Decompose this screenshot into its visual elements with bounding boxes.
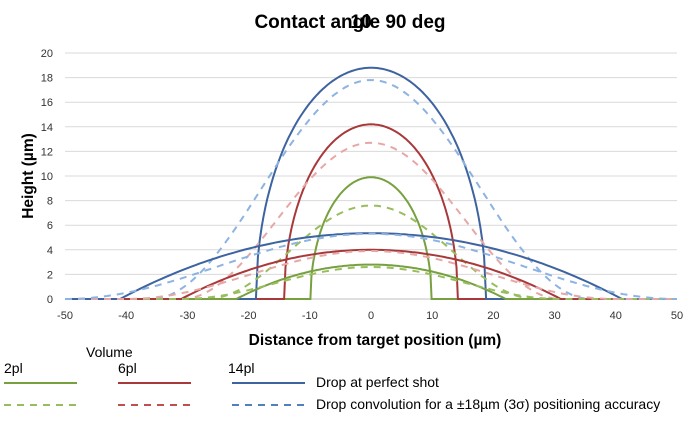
x-tick-label: -20 (241, 310, 257, 322)
series-line-6pl-dashed (65, 250, 677, 300)
legend-volume-2pl: 2pl (4, 360, 23, 376)
x-tick-label: -10 (302, 310, 318, 322)
x-tick-label: 40 (610, 310, 622, 322)
x-tick-label: 50 (671, 310, 683, 322)
legend-volume-6pl: 6pl (118, 360, 137, 376)
series-line-2pl-solid (65, 263, 677, 300)
legend-volume-14pl: 14pl (228, 360, 254, 376)
chart-title-overlay: 10 (350, 12, 371, 33)
series-line-6pl-solid (65, 248, 677, 300)
series-line-2pl-dashed (65, 204, 677, 300)
series-line-14pl-solid (65, 66, 677, 300)
series-line-6pl-solid (65, 123, 677, 300)
y-tick-label: 20 (41, 48, 53, 60)
y-axis-title: Height (µm) (20, 133, 37, 219)
legend-volume-title: Volume (86, 344, 133, 360)
x-tick-label: 0 (368, 310, 374, 322)
x-tick-label: 20 (487, 310, 499, 322)
gridlines (65, 52, 677, 275)
y-tick-label: 6 (47, 220, 53, 232)
series-line-14pl-dashed (65, 79, 677, 300)
series-layer (65, 66, 677, 300)
x-tick-label: -40 (118, 310, 134, 322)
legend-dashed-label: Drop convolution for a ±18µm (3σ) positi… (316, 396, 660, 412)
y-tick-label: 10 (41, 171, 53, 183)
x-tick-label: -50 (57, 310, 73, 322)
y-tick-label: 18 (41, 73, 53, 85)
y-tick-label: 14 (41, 122, 53, 134)
y-tick-label: 8 (47, 196, 53, 208)
y-tick-label: 0 (47, 294, 53, 306)
y-tick-label: 2 (47, 269, 53, 281)
series-line-14pl-dashed (65, 232, 677, 300)
x-tick-label: 30 (548, 310, 560, 322)
y-tick-label: 4 (47, 245, 53, 257)
y-tick-label: 12 (41, 146, 53, 158)
series-line-2pl-solid (65, 176, 677, 300)
legend: Volume 2pl 6pl 14pl Drop at perfect shot… (4, 344, 660, 412)
chart-title: Contact angle 90 deg (254, 12, 445, 33)
series-line-6pl-dashed (65, 141, 677, 300)
x-tick-label: -30 (179, 310, 195, 322)
x-axis-title: Distance from target position (µm) (249, 332, 502, 349)
legend-solid-label: Drop at perfect shot (316, 374, 439, 390)
tick-labels: 0 2 4 6 8 10 12 14 16 18 20 -50 -40 -30 -20 -10 0 10 20 30 4… (41, 48, 683, 322)
x-tick-label: 10 (426, 310, 438, 322)
y-tick-label: 16 (41, 97, 53, 109)
